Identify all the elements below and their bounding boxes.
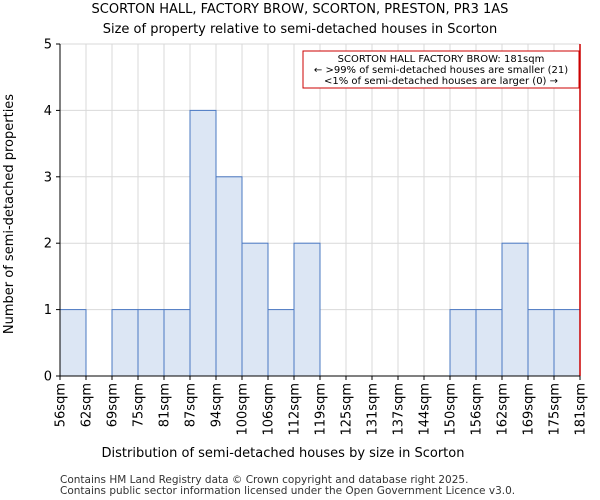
x-tick-label: 144sqm bbox=[418, 383, 433, 436]
x-tick-label: 100sqm bbox=[236, 383, 251, 436]
bar bbox=[475, 309, 503, 377]
y-tick-label: 2 bbox=[44, 237, 52, 252]
bar bbox=[137, 309, 165, 377]
bar bbox=[189, 109, 217, 377]
x-tick-label: 162sqm bbox=[496, 383, 511, 436]
x-tick-label: 169sqm bbox=[522, 383, 537, 436]
x-tick-label: 87sqm bbox=[184, 383, 199, 427]
bar bbox=[501, 242, 529, 377]
x-ticks: 56sqm 62sqm 69sqm 75sqm 81sqm 87sqm 94sqm 100sq… bbox=[54, 376, 589, 436]
x-tick-label: 62sqm bbox=[80, 383, 95, 427]
x-tick-label: 69sqm bbox=[106, 383, 121, 427]
annotation-line-2: ← >99% of semi-detached houses are small… bbox=[314, 65, 568, 76]
annotation-box: SCORTON HALL FACTORY BROW: 181sqm ← >99%… bbox=[302, 50, 580, 89]
bar bbox=[553, 309, 581, 377]
y-tick-label: 1 bbox=[44, 303, 52, 318]
bar bbox=[215, 176, 243, 377]
x-tick-label: 106sqm bbox=[262, 383, 277, 436]
x-tick-label: 56sqm bbox=[54, 383, 69, 427]
y-tick-label: 0 bbox=[44, 370, 52, 385]
annotation-line-1: SCORTON HALL FACTORY BROW: 181sqm bbox=[338, 54, 545, 65]
y-tick-label: 5 bbox=[44, 38, 52, 53]
y-tick-label: 4 bbox=[44, 104, 52, 119]
chart-subtitle: Size of property relative to semi-detach… bbox=[103, 22, 498, 37]
annotation-border bbox=[302, 50, 580, 89]
bars bbox=[59, 109, 581, 377]
x-tick-label: 175sqm bbox=[548, 383, 563, 436]
y-tick-label: 3 bbox=[44, 170, 52, 185]
x-tick-label: 181sqm bbox=[574, 383, 589, 436]
bar bbox=[449, 309, 477, 377]
bar bbox=[111, 309, 139, 377]
x-tick-label: 94sqm bbox=[210, 383, 225, 427]
x-tick-label: 131sqm bbox=[366, 383, 381, 436]
x-tick-label: 156sqm bbox=[470, 383, 485, 436]
annotation-line-3: <1% of semi-detached houses are larger (… bbox=[324, 76, 558, 87]
x-tick-label: 75sqm bbox=[132, 383, 147, 427]
x-tick-label: 137sqm bbox=[392, 383, 407, 436]
x-tick-label: 119sqm bbox=[314, 383, 329, 436]
bar bbox=[59, 309, 87, 377]
bar bbox=[163, 309, 191, 377]
bar bbox=[241, 242, 269, 377]
chart-title: SCORTON HALL, FACTORY BROW, SCORTON, PRE… bbox=[92, 2, 509, 17]
x-tick-label: 112sqm bbox=[288, 383, 303, 436]
footer-line-1: Contains HM Land Registry data © Crown c… bbox=[60, 474, 469, 486]
y-axis-label: Number of semi-detached properties bbox=[2, 94, 17, 334]
x-tick-label: 125sqm bbox=[340, 383, 355, 436]
x-tick-label: 81sqm bbox=[158, 383, 173, 427]
x-axis-label: Distribution of semi-detached houses by … bbox=[102, 446, 465, 461]
bar bbox=[293, 242, 321, 377]
footer-line-2: Contains public sector information licen… bbox=[60, 485, 516, 497]
bar bbox=[527, 309, 555, 377]
y-ticks: 0 1 2 3 4 5 bbox=[44, 38, 60, 385]
x-tick-label: 150sqm bbox=[444, 383, 459, 436]
bar bbox=[267, 309, 295, 377]
